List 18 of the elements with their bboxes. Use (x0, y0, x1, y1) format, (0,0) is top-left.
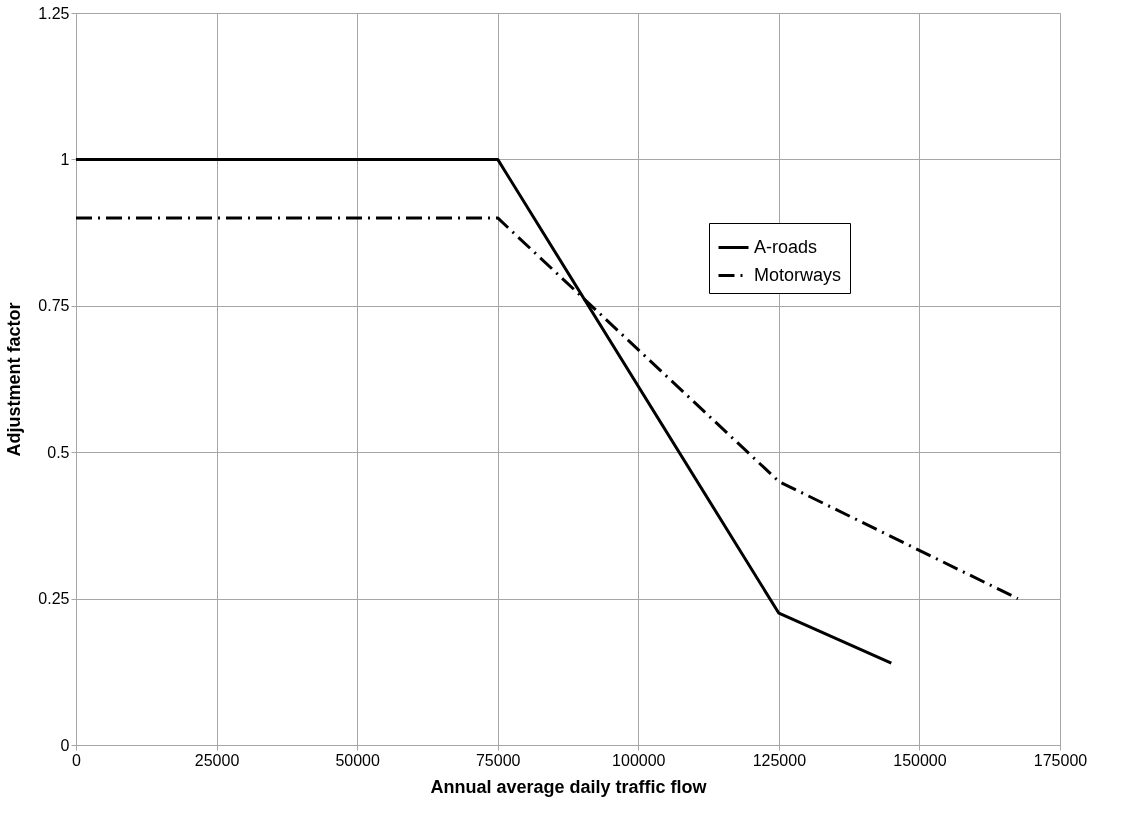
x-tick-label: 100000 (612, 751, 666, 769)
x-tick-label: 150000 (893, 751, 947, 769)
x-tick-label: 75000 (475, 751, 521, 769)
x-tick-label: 0 (72, 751, 82, 769)
y-tick-label: 0.5 (47, 443, 70, 461)
legend-label: Motorways (754, 264, 842, 285)
y-axis-title: Adjustment factor (4, 302, 25, 457)
x-axis-title: Annual average daily traffic flow (430, 776, 708, 797)
x-tick-label: 175000 (1033, 751, 1088, 769)
y-tick-label: 1.25 (38, 4, 70, 22)
x-tick-label: 50000 (335, 751, 380, 769)
x-tick-label: 125000 (752, 751, 807, 769)
y-tick-label: 0.75 (38, 297, 70, 315)
y-tick-label: 0 (60, 736, 70, 754)
legend-label: A-roads (754, 236, 818, 257)
y-tick-label: 0.25 (38, 590, 70, 608)
x-tick-label: 25000 (194, 751, 240, 769)
y-tick-label: 1 (60, 150, 70, 168)
